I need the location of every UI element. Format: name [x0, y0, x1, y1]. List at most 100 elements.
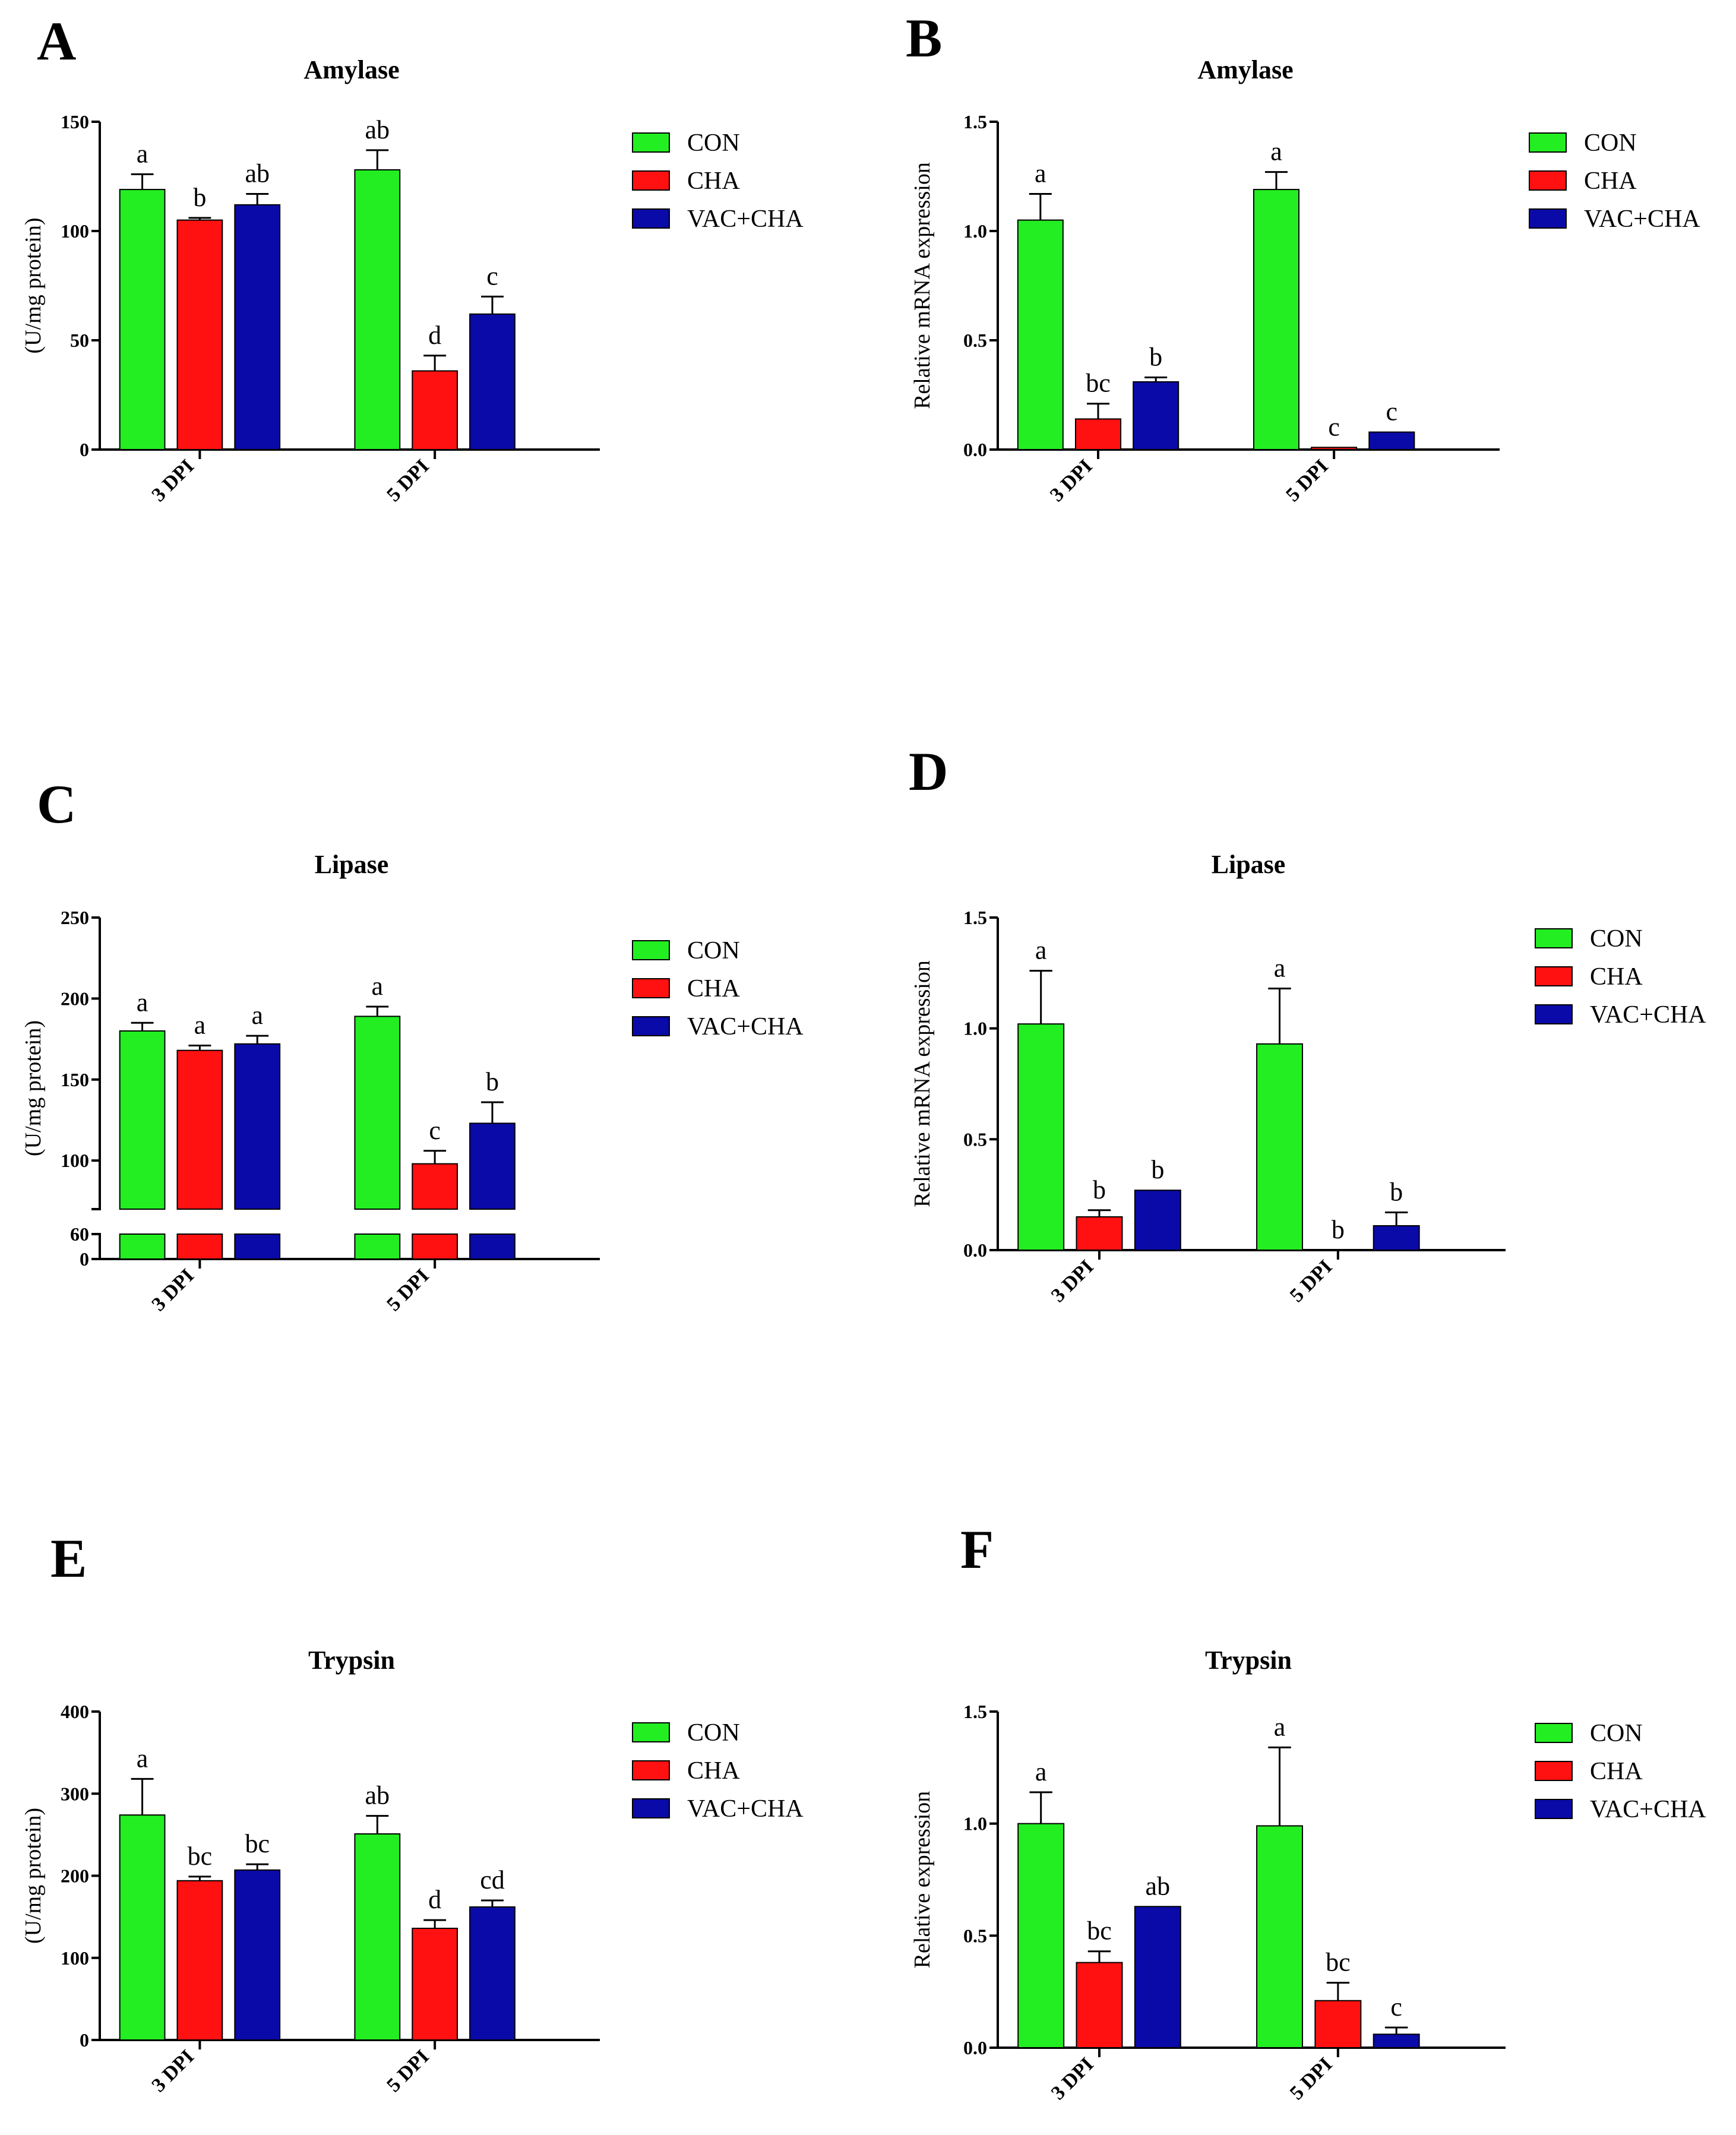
legend-label: VAC+CHA [687, 205, 804, 233]
significance-label: a [1035, 936, 1047, 965]
y-tick-label: 1.5 [963, 907, 987, 928]
significance-label: a [137, 1744, 148, 1773]
y-tick-label: 150 [61, 1069, 89, 1090]
y-tick-label: 1.5 [963, 1701, 987, 1722]
bar-con [119, 1030, 166, 1210]
chart-panel-e: E Trypsin 0 100 200 300 400 (U/mg protein) a bc bc… [21, 1528, 804, 2096]
legend-swatch-con [1535, 928, 1573, 948]
y-tick-label: 0.5 [963, 1925, 987, 1946]
x-tick-label: 5 DPI [382, 2045, 434, 2096]
significance-label: a [1274, 1712, 1286, 1741]
bar-cha [412, 1927, 458, 2041]
legend-label: CON [1584, 129, 1637, 157]
significance-label: bc [245, 1829, 270, 1858]
x-tick-label: 5 DPI [1282, 455, 1333, 506]
significance-label: a [194, 1010, 206, 1039]
y-axis-label: Relative mRNA expression [910, 162, 935, 409]
legend-label: VAC+CHA [1590, 1796, 1706, 1823]
bar-vac-cha [469, 313, 516, 451]
chart-panel-c: C Lipase 0 60 100 150 200 250 (U/mg protein) a a a 3… [21, 774, 804, 1315]
legend-swatch-con [632, 1722, 670, 1742]
legend-label: CON [687, 1719, 740, 1747]
chart-title: Amylase [1197, 55, 1293, 84]
chart-title: Trypsin [1205, 1646, 1292, 1675]
y-axis-label: (U/mg protein) [21, 1020, 46, 1156]
legend-swatch-vac-cha [1529, 208, 1567, 229]
chart-title: Lipase [315, 850, 389, 879]
bar-vac-cha [234, 1043, 281, 1210]
legend-label: CHA [1584, 167, 1637, 195]
legend-swatch-con [1535, 1723, 1573, 1743]
y-tick-label: 100 [61, 1150, 89, 1171]
y-tick-label: 1.0 [963, 220, 987, 242]
bar-vac-cha [1373, 1225, 1420, 1251]
y-tick-label: 0 [80, 2029, 89, 2051]
legend-swatch-cha [1535, 1761, 1573, 1781]
significance-label: a [137, 139, 148, 168]
y-tick-label: 400 [61, 1701, 89, 1722]
significance-label: c [1386, 397, 1398, 426]
legend-swatch-cha [1535, 966, 1573, 986]
bar-cha [412, 370, 458, 451]
bar-vac-cha [469, 1122, 516, 1210]
x-tick-label: 5 DPI [382, 455, 434, 506]
significance-label: d [428, 1885, 441, 1914]
y-tick-label: 250 [61, 907, 89, 928]
significance-label: a [1035, 1757, 1047, 1786]
panel-letter: F [960, 1519, 994, 1580]
chart-panel-b: B Amylase 0.0 0.5 1.0 1.5 Relative mRNA expres… [906, 8, 1700, 506]
bar-vac-cha [1368, 431, 1415, 450]
bar-con [354, 1016, 401, 1210]
significance-label: b [1332, 1215, 1345, 1244]
chart-title: Lipase [1212, 850, 1286, 879]
legend-label: CHA [687, 975, 740, 1002]
significance-label: b [486, 1067, 499, 1096]
bar-vac-cha [469, 1233, 516, 1260]
legend-swatch-vac-cha [1535, 1004, 1573, 1024]
chart-panel-f: F Trypsin 0.0 0.5 1.0 1.5 Relative expression a… [910, 1519, 1706, 2104]
significance-label: ab [245, 159, 270, 188]
legend-label: VAC+CHA [687, 1795, 804, 1823]
bar-con [1017, 219, 1064, 450]
y-axis-label: (U/mg protein) [21, 1808, 46, 1944]
bar-vac-cha [1133, 381, 1180, 450]
legend-label: VAC+CHA [1590, 1001, 1706, 1029]
significance-label: bc [1086, 369, 1111, 398]
bar-con [354, 1233, 401, 1260]
bar-cha [1074, 418, 1122, 450]
x-tick-label: 3 DPI [147, 1264, 198, 1315]
bar-con [354, 169, 401, 450]
chart-title: Amylase [303, 55, 399, 84]
significance-label: c [486, 261, 498, 290]
bar-cha [176, 1880, 223, 2041]
x-tick-label: 3 DPI [1046, 455, 1097, 506]
significance-label: b [193, 183, 206, 212]
significance-label: bc [1087, 1916, 1112, 1946]
x-tick-label: 3 DPI [1047, 2053, 1098, 2104]
y-tick-label: 100 [61, 220, 89, 242]
y-tick-label: 0.0 [963, 439, 987, 460]
y-tick-label: 50 [70, 330, 89, 351]
y-tick-label: 300 [61, 1783, 89, 1804]
y-tick-label: 1.5 [963, 111, 987, 132]
legend-swatch-con [1529, 132, 1567, 153]
x-tick-label: 3 DPI [147, 2045, 198, 2096]
legend-swatch-cha [632, 1760, 670, 1780]
panel-letter: C [37, 774, 76, 834]
x-tick-label: 5 DPI [1286, 2053, 1337, 2104]
significance-label: c [429, 1116, 441, 1145]
x-tick-label: 3 DPI [147, 455, 198, 506]
significance-label: b [1151, 1155, 1164, 1184]
y-tick-label: 0.5 [963, 1128, 987, 1150]
legend-swatch-con [632, 940, 670, 960]
legend-label: CON [1590, 925, 1643, 953]
bar-vac-cha [234, 1869, 281, 2041]
x-tick-label: 3 DPI [1047, 1255, 1098, 1307]
y-tick-label: 100 [61, 1947, 89, 1969]
bar-vac-cha [1134, 1906, 1181, 2049]
x-tick-label: 5 DPI [382, 1264, 434, 1315]
bar-vac-cha [234, 204, 281, 450]
legend-label: VAC+CHA [687, 1013, 804, 1040]
y-tick-label: 1.0 [963, 1813, 987, 1834]
chart-panel-d: D Lipase 0.0 0.5 1.0 1.5 Relative mRNA express… [909, 741, 1706, 1307]
